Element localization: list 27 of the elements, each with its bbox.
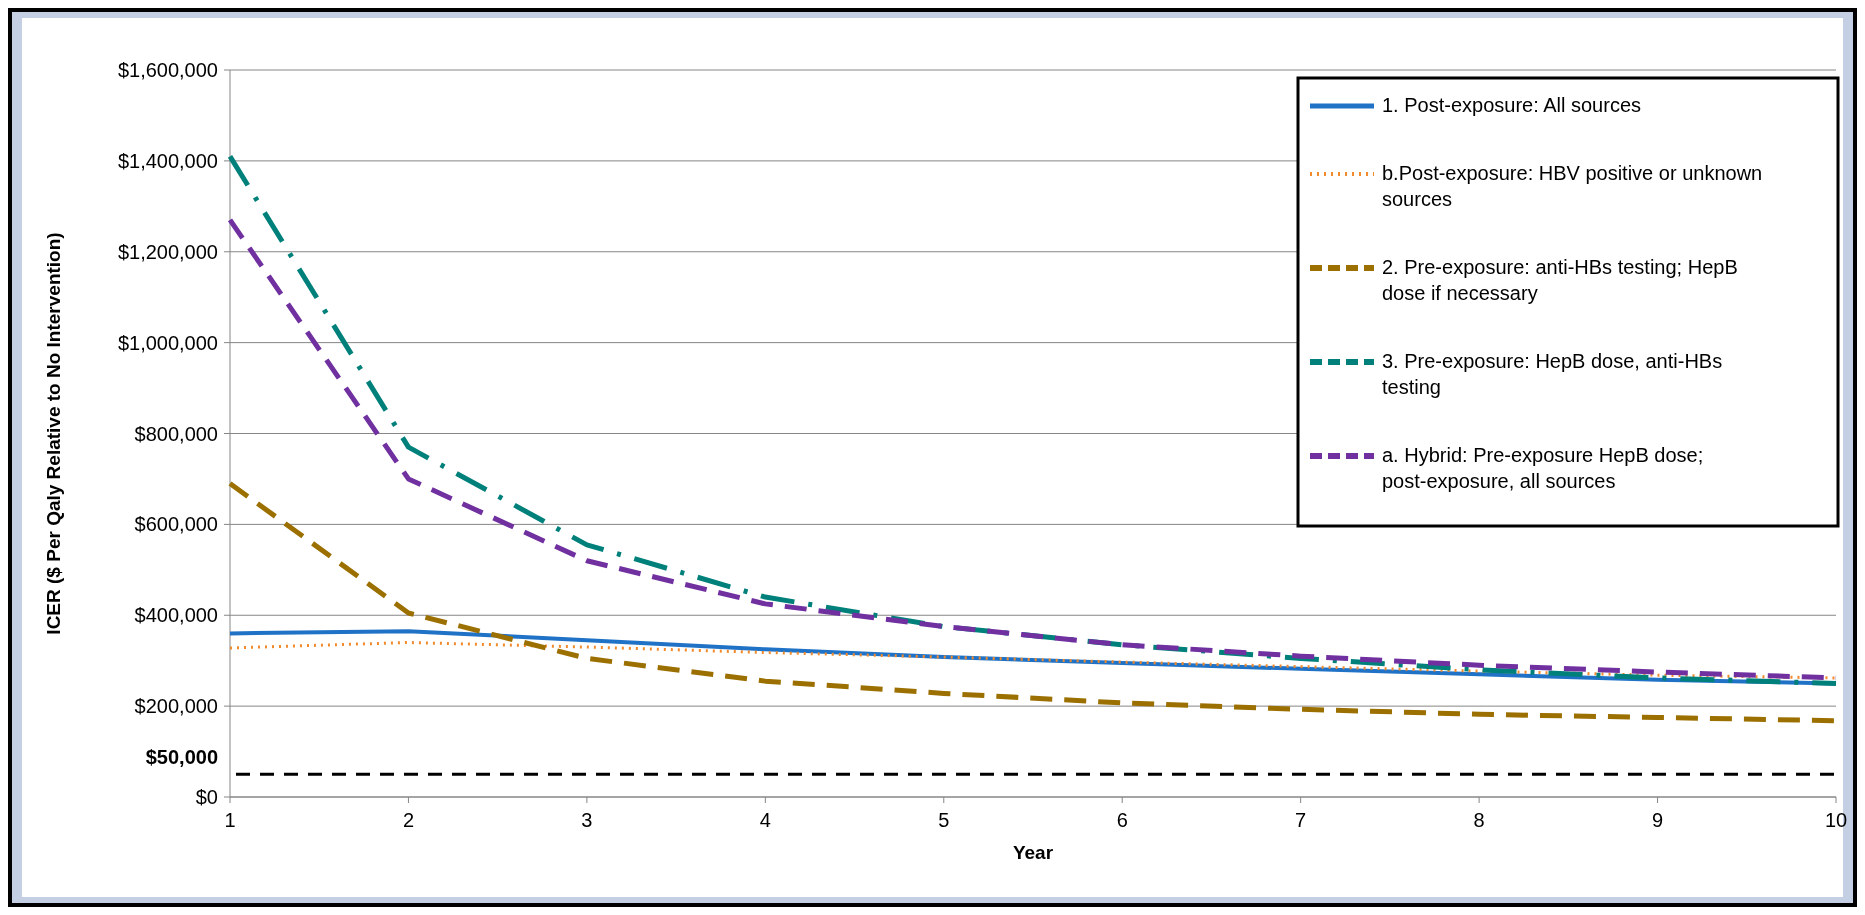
x-tick-label: 1 [224,809,236,831]
y-tick-label: $600,000 [134,513,218,536]
y-tick-label: $1,600,000 [117,59,218,81]
y-tick-label: $1,400,000 [117,149,218,172]
x-tick-label: 4 [759,809,771,831]
y-tick-label: $0 [195,786,218,808]
legend-label: b.Post-exposure: HBV positive or unknown sources [1382,162,1763,210]
legend-label: a. Hybrid: Pre-exposure HepB dose; post-exposure, all sources [1382,444,1704,492]
x-tick-label: 8 [1473,809,1485,831]
x-tick-label: 6 [1116,809,1128,831]
legend-label: 3. Pre-exposure: HepB dose, anti-HBs testing [1382,350,1723,398]
x-tick-label: 10 [1824,809,1848,831]
y-tick-label: $1,000,000 [117,331,218,354]
legend-label: 1. Post-exposure: All sources [1382,94,1642,116]
y-axis-title: ICER ($ Per Qaly Relative to No Intervention) [43,232,64,635]
legend-label: 2. Pre-exposure: anti-HBs testing; HepB dose if necessary [1382,256,1738,304]
y-tick-label: $800,000 [134,422,218,445]
x-tick-label: 9 [1651,809,1664,831]
y-tick-label: $200,000 [134,695,218,718]
x-tick-label: 7 [1295,809,1307,831]
x-tick-label: 5 [938,809,950,831]
x-tick-label: 3 [581,809,593,831]
y-tick-label: $1,200,000 [117,240,218,263]
x-tick-label: 2 [402,809,415,831]
y-tick-label: $400,000 [134,604,218,627]
ref-line-label: $50,000 [145,746,218,769]
x-axis-title: Year [1012,842,1054,863]
